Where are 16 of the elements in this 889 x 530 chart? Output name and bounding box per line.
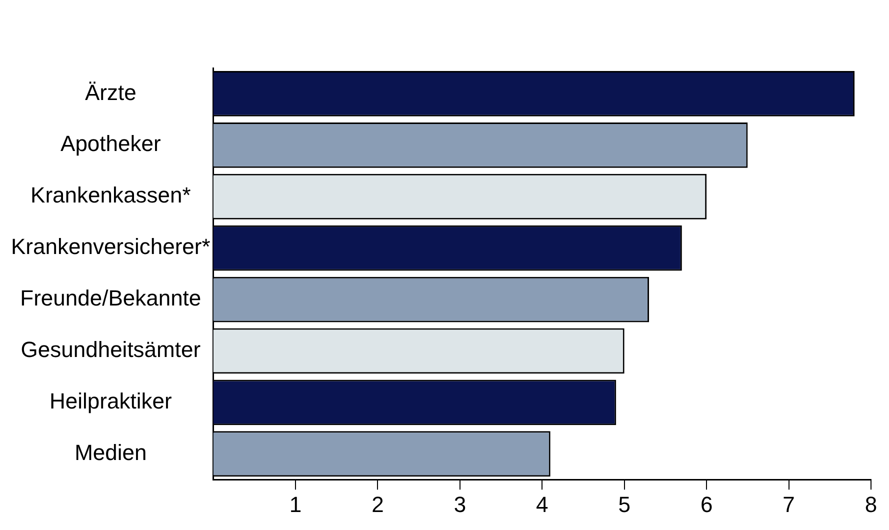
x-tick-label: 7 — [782, 492, 795, 517]
x-tick-label: 5 — [618, 492, 630, 517]
y-tick-label: Ärzte — [84, 80, 136, 105]
x-tick-label: 2 — [372, 492, 384, 517]
x-tick-label: 1 — [289, 492, 302, 517]
y-tick-label: Gesundheitsämter — [20, 337, 201, 362]
y-tick-label: Freunde/Bekannte — [20, 286, 202, 311]
y-tick-label: Heilpraktiker — [50, 388, 172, 414]
y-tick-label: Krankenkassen* — [30, 182, 192, 208]
x-tick-label: 3 — [454, 492, 466, 517]
y-tick-label: Medien — [74, 440, 147, 465]
x-tick-label: 8 — [864, 492, 878, 517]
y-tick-label: Apotheker — [60, 131, 161, 156]
x-tick-label: 4 — [536, 492, 548, 517]
x-tick-label: 6 — [700, 492, 713, 517]
y-tick-label: Krankenversicherer* — [11, 234, 211, 260]
